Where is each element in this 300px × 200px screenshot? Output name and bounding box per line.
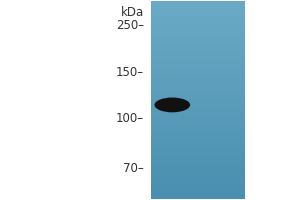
Text: kDa: kDa <box>121 6 144 19</box>
Text: 150–: 150– <box>116 66 144 79</box>
Text: 250–: 250– <box>116 19 144 32</box>
Text: 70–: 70– <box>123 162 144 175</box>
Text: 100–: 100– <box>116 112 144 125</box>
Ellipse shape <box>154 98 190 112</box>
